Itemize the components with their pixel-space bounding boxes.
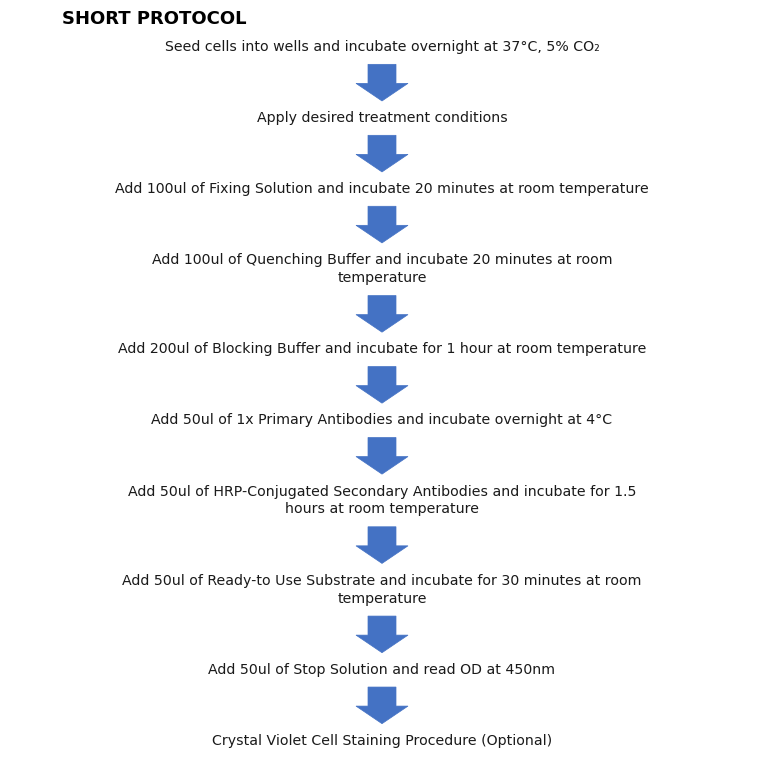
Text: Add 50ul of HRP-Conjugated Secondary Antibodies and incubate for 1.5
hours at ro: Add 50ul of HRP-Conjugated Secondary Ant… (128, 484, 636, 516)
Polygon shape (356, 206, 408, 243)
Polygon shape (356, 135, 408, 172)
Polygon shape (356, 64, 408, 101)
Text: Add 100ul of Quenching Buffer and incubate 20 minutes at room
temperature: Add 100ul of Quenching Buffer and incuba… (152, 254, 612, 285)
Text: Add 50ul of 1x Primary Antibodies and incubate overnight at 4°C: Add 50ul of 1x Primary Antibodies and in… (151, 413, 613, 427)
Polygon shape (356, 527, 408, 563)
Text: Seed cells into wells and incubate overnight at 37°C, 5% CO₂: Seed cells into wells and incubate overn… (164, 40, 600, 54)
Text: Crystal Violet Cell Staining Procedure (Optional): Crystal Violet Cell Staining Procedure (… (212, 734, 552, 748)
Text: SHORT PROTOCOL: SHORT PROTOCOL (62, 10, 247, 28)
Polygon shape (356, 296, 408, 332)
Polygon shape (356, 367, 408, 403)
Text: Add 200ul of Blocking Buffer and incubate for 1 hour at room temperature: Add 200ul of Blocking Buffer and incubat… (118, 342, 646, 356)
Polygon shape (356, 438, 408, 474)
Polygon shape (356, 616, 408, 652)
Text: Add 50ul of Stop Solution and read OD at 450nm: Add 50ul of Stop Solution and read OD at… (209, 663, 555, 677)
Polygon shape (356, 687, 408, 724)
Text: Add 100ul of Fixing Solution and incubate 20 minutes at room temperature: Add 100ul of Fixing Solution and incubat… (115, 182, 649, 196)
Text: Add 50ul of Ready-to Use Substrate and incubate for 30 minutes at room
temperatu: Add 50ul of Ready-to Use Substrate and i… (122, 574, 642, 606)
Text: Apply desired treatment conditions: Apply desired treatment conditions (257, 111, 507, 125)
